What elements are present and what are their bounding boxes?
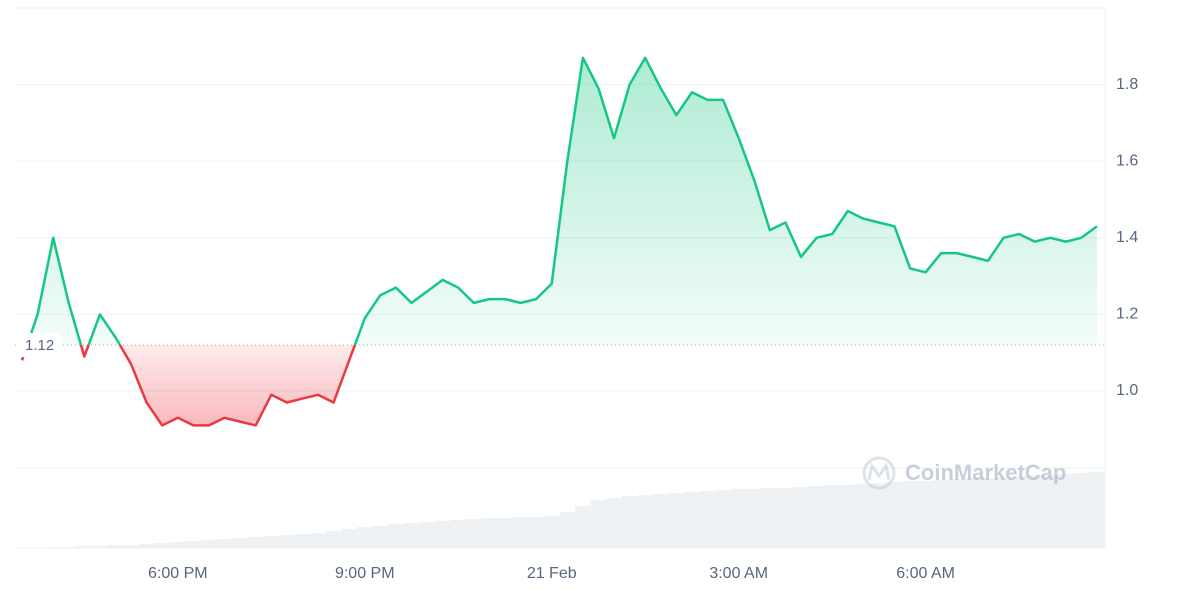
volume-bar: [590, 500, 607, 548]
volume-bar: [699, 491, 716, 548]
volume-bar: [637, 495, 653, 548]
volume-bar: [543, 516, 560, 548]
plot: 1.12: [15, 56, 1105, 427]
volume-bar: [575, 506, 591, 548]
x-tick-label: 3:00 AM: [709, 565, 768, 582]
volume-bar: [107, 545, 124, 548]
volume-bar: [123, 545, 139, 548]
volume-bar: [730, 489, 747, 548]
baseline-label-bg: [18, 333, 62, 358]
volume-bar: [746, 489, 763, 548]
y-tick-label: 1.8: [1116, 76, 1138, 93]
volume-bar: [1058, 474, 1074, 548]
y-tick-label: 1.4: [1116, 229, 1138, 246]
volume-bar: [652, 494, 669, 548]
volume-bar: [839, 485, 856, 548]
volume-bar: [76, 546, 93, 548]
volume-bar: [403, 523, 420, 548]
volume-bar: [621, 496, 638, 548]
volume-bar: [388, 524, 404, 548]
volume-bar: [185, 541, 202, 548]
volume-bar: [419, 522, 435, 548]
volume-bar: [980, 478, 996, 548]
volume-bar: [917, 481, 934, 548]
volume-bar: [60, 547, 77, 548]
baseline-label: 1.12: [25, 337, 54, 354]
volume-bar: [45, 547, 61, 548]
volume-bar: [793, 487, 809, 548]
volume-bar: [1042, 475, 1059, 548]
volume-bar: [201, 540, 217, 548]
volume-bar: [1073, 473, 1090, 548]
volume-bar: [559, 512, 576, 548]
volume-bar: [154, 543, 171, 548]
watermark: CoinMarketCap: [905, 460, 1066, 485]
volume-bar: [871, 483, 887, 548]
volume-bar: [1026, 475, 1043, 548]
volume-bar: [762, 488, 778, 548]
volume-bar: [341, 529, 357, 548]
volume-bar: [263, 536, 280, 548]
x-tick-label: 21 Feb: [527, 565, 577, 582]
volume-bar: [964, 478, 981, 548]
volume-bar: [902, 481, 918, 548]
y-tick-label: 1.6: [1116, 152, 1138, 169]
volume-bar: [356, 527, 373, 548]
y-tick-label: 1.2: [1116, 306, 1138, 323]
y-tick-label: 1.0: [1116, 382, 1138, 399]
x-tick-label: 6:00 PM: [148, 565, 208, 582]
volume-bar: [450, 520, 467, 548]
volume-bar: [824, 485, 840, 548]
volume-bar: [232, 538, 248, 548]
volume-bar: [138, 544, 155, 548]
volume-bar: [216, 539, 233, 548]
area: [22, 57, 1098, 426]
volume-bar: [715, 490, 731, 548]
volume-bar: [512, 517, 529, 548]
volume-bar: [949, 479, 965, 548]
price-line: [20, 56, 1098, 427]
x-tick-label: 9:00 PM: [335, 565, 395, 582]
volume-bar: [434, 521, 451, 548]
volume-bar: [92, 546, 108, 548]
volume-bar: [310, 533, 326, 548]
volume-bar: [886, 482, 903, 548]
volume-bar: [668, 493, 685, 548]
volume-bars: [45, 472, 1105, 548]
x-tick-label: 6:00 AM: [896, 565, 955, 582]
volume-bar: [279, 535, 295, 548]
watermark-logo: [862, 456, 896, 490]
volume-bar: [372, 526, 389, 548]
volume-bar: [606, 498, 622, 548]
volume-bar: [995, 477, 1012, 548]
volume-bar: [684, 492, 700, 548]
volume-bar: [325, 531, 342, 548]
volume-bar: [777, 488, 794, 548]
volume-bar: [1011, 476, 1027, 548]
volume-bar: [528, 517, 544, 548]
volume-bar: [497, 518, 513, 548]
volume-bar: [170, 542, 186, 548]
volume-bar: [1089, 472, 1105, 548]
volume-bar: [855, 484, 872, 548]
volume-bar: [481, 518, 498, 548]
volume-bar: [247, 537, 264, 548]
volume-bar: [294, 534, 311, 548]
volume-bar: [466, 519, 482, 548]
volume-bar: [933, 480, 950, 548]
volume-bar: [808, 486, 825, 548]
